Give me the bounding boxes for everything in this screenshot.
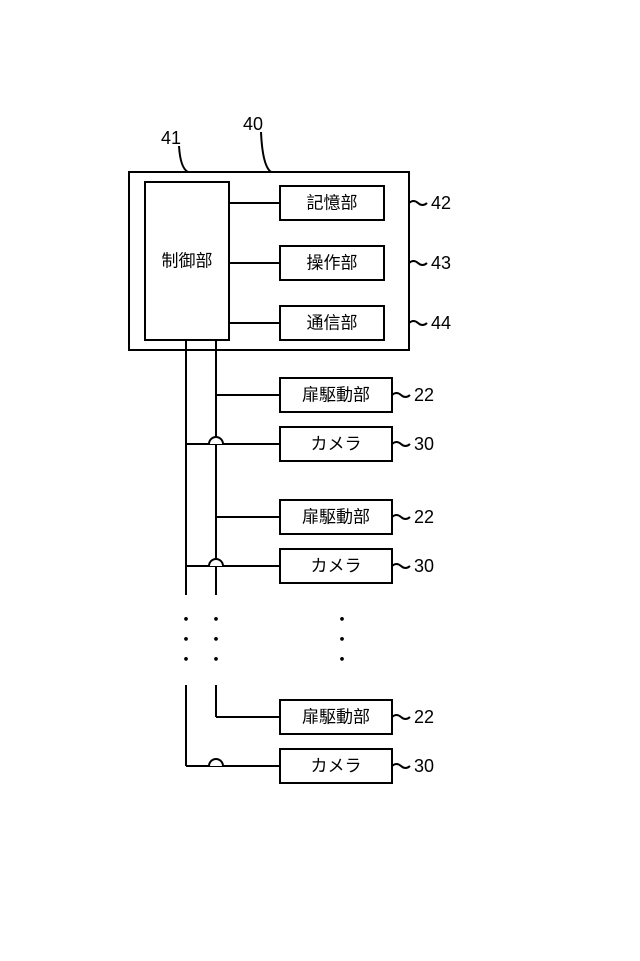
ref-number: 30 — [414, 556, 434, 576]
ellipsis-dot: ・ — [177, 650, 195, 670]
ref-leader — [392, 515, 410, 519]
ref-leader — [392, 564, 410, 568]
hop-arc — [209, 559, 223, 566]
ref-leader — [392, 393, 410, 397]
hop-arc — [209, 759, 223, 766]
outer-block-label: カメラ — [311, 435, 362, 454]
ref-number: 22 — [414, 707, 434, 727]
ref-number: 42 — [431, 193, 451, 213]
ellipsis-dot: ・ — [207, 650, 225, 670]
top-ref-number: 40 — [243, 114, 263, 134]
ellipsis-dot: ・ — [333, 610, 351, 630]
ellipsis-dot: ・ — [333, 630, 351, 650]
ref-number: 22 — [414, 507, 434, 527]
top-ref-number: 41 — [161, 128, 181, 148]
top-ref-leader — [261, 132, 271, 172]
ref-leader — [392, 715, 410, 719]
ellipsis-dot: ・ — [207, 610, 225, 630]
hop-arc — [209, 437, 223, 444]
ref-leader — [409, 261, 427, 265]
inner-block-label: 通信部 — [307, 314, 358, 333]
ellipsis-dot: ・ — [207, 630, 225, 650]
outer-block-label: 扉駆動部 — [302, 508, 370, 527]
ellipsis-dot: ・ — [177, 610, 195, 630]
ref-number: 30 — [414, 756, 434, 776]
ref-leader — [409, 201, 427, 205]
ref-number: 30 — [414, 434, 434, 454]
ref-number: 43 — [431, 253, 451, 273]
ref-leader — [392, 764, 410, 768]
outer-block-label: 扉駆動部 — [302, 386, 370, 405]
ref-leader — [409, 321, 427, 325]
inner-block-label: 記憶部 — [307, 194, 358, 213]
ellipsis-dot: ・ — [177, 630, 195, 650]
inner-block-label: 操作部 — [307, 254, 358, 273]
outer-block-label: 扉駆動部 — [302, 708, 370, 727]
outer-block-label: カメラ — [311, 757, 362, 776]
ref-number: 44 — [431, 313, 451, 333]
control-block-label: 制御部 — [162, 252, 213, 271]
outer-block-label: カメラ — [311, 557, 362, 576]
top-ref-leader — [179, 146, 188, 172]
ref-number: 22 — [414, 385, 434, 405]
ref-leader — [392, 442, 410, 446]
ellipsis-dot: ・ — [333, 650, 351, 670]
